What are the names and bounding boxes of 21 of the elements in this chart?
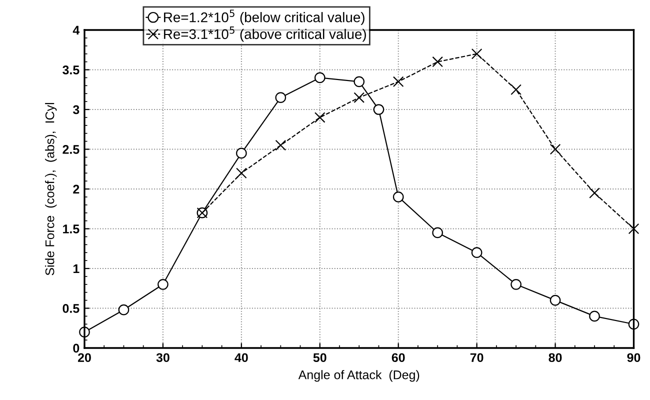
y-axis-title: Side Force (coef.), (abs), ICyl bbox=[45, 103, 57, 276]
y-tick-label: 3.5 bbox=[62, 66, 80, 74]
y-tick-label: 4 bbox=[72, 26, 80, 35]
x-tick-label: 60 bbox=[392, 353, 405, 362]
x-tick-label: 90 bbox=[627, 353, 640, 362]
x-tick-label: 80 bbox=[548, 353, 562, 362]
y-tick-label: 0 bbox=[73, 344, 80, 353]
x-axis-title: Angle of Attack (Deg) bbox=[298, 370, 420, 382]
y-tick-label: 1.5 bbox=[63, 224, 80, 234]
y-tick-label: 0.5 bbox=[62, 304, 80, 313]
x-tick-label: 30 bbox=[156, 353, 170, 362]
x-tick-label: 50 bbox=[313, 353, 326, 362]
y-tick-label: 2.5 bbox=[62, 145, 80, 154]
legend-label: Re=1.2*10$^{5}$ (below critical value) bbox=[164, 10, 364, 26]
y-tick-label: 2 bbox=[73, 184, 80, 194]
y-tick-label: 1 bbox=[73, 264, 80, 274]
legend-label: Re=3.1*10$^{5}$ (above critical value) bbox=[164, 26, 366, 42]
x-tick-label: 40 bbox=[234, 353, 248, 362]
x-tick-label: 20 bbox=[78, 353, 91, 362]
y-tick-label: 3 bbox=[72, 105, 80, 114]
x-tick-label: 70 bbox=[470, 353, 484, 362]
